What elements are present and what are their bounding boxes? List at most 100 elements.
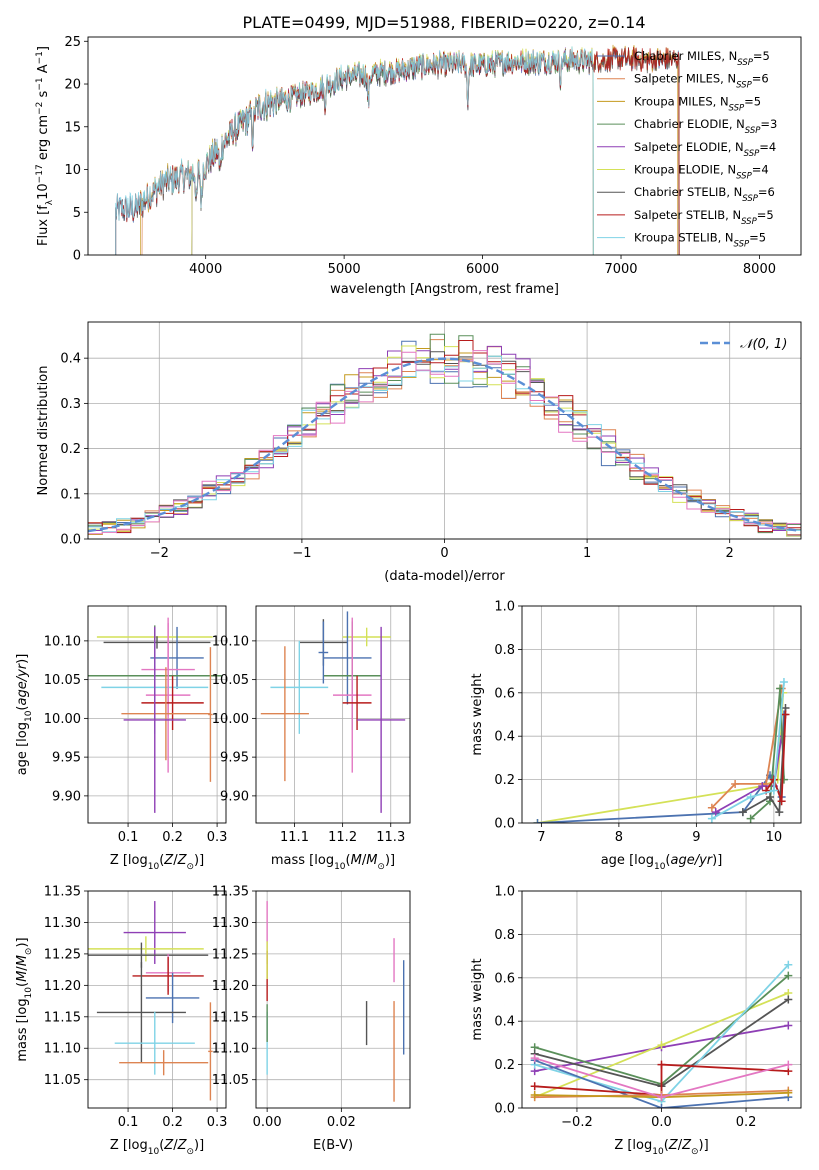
label-part: ⊙ <box>186 862 194 872</box>
y-tick-label: 11.20 <box>44 979 81 994</box>
y-axis-label: mass weight <box>470 958 485 1040</box>
panel-weight_vs_Z: −0.2 0.0 0.20.00.20.40.60.81.0Z [log10(Z/Z… <box>470 885 802 1157</box>
weight-marker <box>738 808 747 817</box>
legend-text-part: SSP <box>737 58 753 68</box>
legend-text-part: =5 <box>753 49 770 63</box>
legend-text-part: Chabrier STELIB, N <box>634 185 742 199</box>
legend-entry: Chabrier MILES, NSSP=5 <box>634 49 770 68</box>
y-axis-label: Flux [fλ10−17 erg cm−2 s−1 A−1] <box>35 46 55 246</box>
panel-mass_vs_Z: 0.1 0.2 0.3 11.05 11.10 11.15 11.20 11.25 11.30 1… <box>15 885 227 1158</box>
weight-marker <box>746 792 755 801</box>
x-tick-label: 0.00 <box>253 1115 282 1130</box>
plot-area <box>260 611 406 813</box>
y-tick-label: 20 <box>64 78 81 93</box>
label-part: λ <box>45 199 55 205</box>
weight-marker <box>784 995 793 1004</box>
x-tick-label: 9 <box>692 830 700 845</box>
y-tick-label: 0.8 <box>494 643 515 658</box>
label-part: erg cm <box>36 115 51 164</box>
label-part: ( <box>664 1138 669 1153</box>
label-part: Z <box>681 1138 692 1153</box>
y-tick-label: 0.4 <box>494 1015 515 1030</box>
label-part: age [log <box>601 853 654 868</box>
weight-marker <box>784 1021 793 1030</box>
y-axis-label: age [log10(age/yr)] <box>15 654 34 776</box>
plot-area <box>266 901 405 1102</box>
label-part: )] <box>15 654 30 664</box>
axes-frame <box>87 605 227 824</box>
label-part: )] <box>699 1138 709 1153</box>
label-part: −1 <box>35 51 45 64</box>
weight-marker <box>707 814 716 823</box>
x-tick-label: 6000 <box>466 262 499 277</box>
weight-line <box>534 1063 789 1096</box>
y-tick-label: 0.0 <box>494 1102 515 1117</box>
label-part: Z <box>177 1138 188 1153</box>
label-part: 10 <box>148 862 160 872</box>
y-tick-label: 5 <box>73 206 81 221</box>
x-tick-label: 0.3 <box>207 1115 228 1130</box>
legend-text-part: =6 <box>752 72 769 86</box>
label-part: / <box>15 966 30 971</box>
y-tick-label: 11.10 <box>212 1042 249 1057</box>
y-tick-label: 10 <box>64 163 81 178</box>
y-tick-label: 0.1 <box>60 487 81 502</box>
x-tick-label: 0.1 <box>118 1115 139 1130</box>
legend-text-part: =4 <box>752 163 769 177</box>
weight-marker <box>746 814 755 823</box>
label-part: Z [log <box>110 853 148 868</box>
label-part: M <box>15 971 30 982</box>
label-part: 10 <box>24 987 34 999</box>
weight-line <box>711 681 785 820</box>
label-part: ( <box>346 853 351 868</box>
y-tick-label: 11.30 <box>44 916 81 931</box>
weight-marker <box>758 782 767 791</box>
label-part: mass [log <box>271 853 334 868</box>
legend-text-part: SSP <box>741 217 757 227</box>
legend-entry: Chabrier STELIB, NSSP=6 <box>634 185 775 204</box>
legend-entry: Kroupa ELODIE, NSSP=4 <box>634 163 769 182</box>
label-part: Z <box>163 853 174 868</box>
label-part: Z <box>668 1138 679 1153</box>
legend-text-part: =6 <box>758 185 775 199</box>
label-part: 10 <box>652 1147 664 1157</box>
weight-marker <box>775 808 784 817</box>
y-axis-label: mass [log10(M/M⊙)] <box>15 937 34 1061</box>
legend-text-part: =5 <box>744 94 761 108</box>
x-tick-label: −2 <box>150 546 169 561</box>
label-part: mass weight <box>470 673 485 755</box>
y-tick-label: 0.4 <box>494 730 515 745</box>
y-tick-label: 10.05 <box>44 673 81 688</box>
plot-layer: 4000 5000 6000 7000 80000510152025wavelength… <box>15 35 802 1158</box>
axes-frame <box>87 36 802 256</box>
label-part: Z [log <box>110 1138 148 1153</box>
spectrum-line <box>115 46 594 255</box>
x-tick-label: 4000 <box>189 262 222 277</box>
y-tick-label: 9.90 <box>220 789 249 804</box>
y-tick-label: 10.00 <box>44 712 81 727</box>
x-tick-label: 0.3 <box>207 830 228 845</box>
plot-area <box>530 960 793 1108</box>
label-part: 10 <box>654 862 666 872</box>
legend-entry: Chabrier ELODIE, NSSP=3 <box>634 117 777 136</box>
x-tick-label: 5000 <box>328 262 361 277</box>
y-tick-label: 11.25 <box>212 947 249 962</box>
x-tick-label: 2 <box>726 546 734 561</box>
weight-marker <box>777 797 786 806</box>
x-tick-label: 10 <box>766 830 783 845</box>
legend-text-part: Kroupa STELIB, N <box>634 231 734 245</box>
x-axis-label: Z [log10(Z/Z⊙)] <box>614 1138 708 1157</box>
label-part: mass [log <box>15 998 30 1061</box>
y-tick-label: 11.05 <box>212 1073 249 1088</box>
label-part: age/yr <box>15 662 30 705</box>
label-part: )] <box>194 1138 204 1153</box>
label-part: ⊙ <box>24 948 34 956</box>
y-tick-label: 11.20 <box>212 979 249 994</box>
x-axis-label: mass [log10(M/M⊙)] <box>271 853 395 872</box>
legend-entry: Kroupa MILES, NSSP=5 <box>634 94 761 113</box>
y-tick-label: 0.6 <box>494 971 515 986</box>
x-tick-label: 11.3 <box>376 830 405 845</box>
x-tick-label: 1 <box>583 546 591 561</box>
weight-marker <box>711 808 720 817</box>
label-part: ( <box>159 853 164 868</box>
